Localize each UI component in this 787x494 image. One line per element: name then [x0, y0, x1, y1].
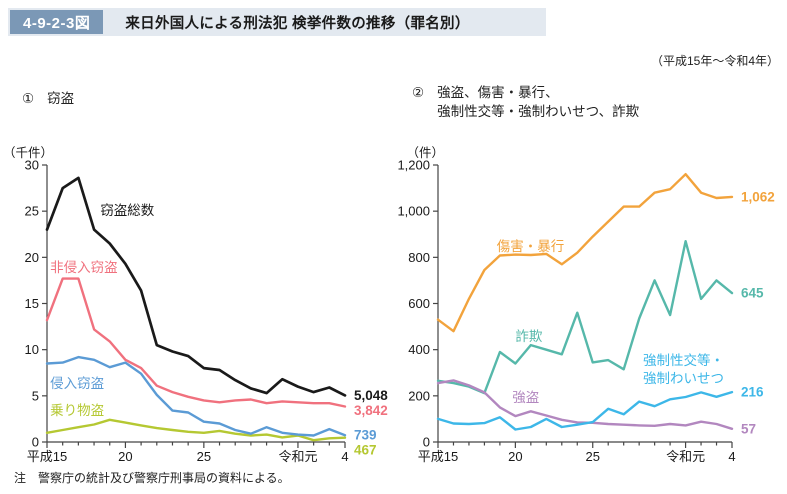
y-tick-label: 15 — [25, 296, 39, 311]
y-tick-label: 800 — [408, 250, 430, 265]
chart2-number: ② — [412, 85, 425, 100]
series-line — [436, 390, 734, 431]
y-tick-label: 10 — [25, 342, 39, 357]
y-tick-label: 1,200 — [397, 158, 430, 173]
theft-line-chart: 0 5 10 15 20 25 30 平成15 20 25 令和元 4 （千件） 乗り物盗 侵入窃盗 非侵入窃… — [8, 146, 388, 464]
series-line — [45, 418, 347, 442]
series-end-label: 467 — [354, 443, 377, 458]
y-tick-label: 600 — [408, 296, 430, 311]
series-end-label: 645 — [741, 286, 764, 301]
period-label: （平成15年～令和4年） — [650, 54, 779, 68]
x-tick-label: 20 — [118, 449, 132, 464]
chart1-title-text: 窃盗 — [47, 91, 75, 106]
y-tick-label: 25 — [25, 204, 39, 219]
series-line — [436, 379, 734, 430]
x-tick-label: 令和元 — [278, 449, 317, 464]
y-tick-label: 5 — [32, 388, 39, 403]
series-annotation: 詐欺 — [515, 329, 543, 344]
y-tick-label: 20 — [25, 250, 39, 265]
series-annotation: 乗り物盗 — [50, 403, 104, 418]
series-end-label: 57 — [741, 421, 756, 436]
y-tick-label: 1,000 — [397, 204, 430, 219]
series-line — [45, 355, 347, 437]
series-annotation: 強制性交等・ — [643, 352, 724, 368]
x-tick-label: 20 — [508, 449, 522, 464]
x-tick-label: 平成15 — [27, 449, 67, 464]
axis-unit-label: （千件） — [8, 146, 53, 160]
x-tick-label: 平成15 — [418, 449, 458, 464]
x-tick-label: 令和元 — [666, 449, 705, 464]
series-line — [45, 277, 347, 408]
series-annotation: 強盗 — [512, 390, 539, 405]
series-annotation: 非侵入窃盗 — [50, 259, 118, 275]
series-line — [45, 176, 347, 397]
x-tick-label: 4 — [728, 449, 735, 464]
offenses-line-chart: 0 200 400 600 800 1,000 1,200 平成15 20 25 令和元 4 （件） 傷害… — [397, 146, 775, 464]
figure-header: 4-9-2-3図 来日外国人による刑法犯 検挙件数の推移（罪名別） — [8, 8, 546, 36]
x-tick-label: 25 — [586, 449, 600, 464]
y-tick-label: 400 — [408, 342, 430, 357]
y-tick-label: 30 — [25, 158, 39, 173]
source-note: 注 警察庁の統計及び警察庁刑事局の資料による。 — [14, 471, 290, 485]
x-tick-label: 25 — [197, 449, 211, 464]
series-end-label: 1,062 — [741, 189, 775, 204]
chart1-title: ① 窃盗 — [22, 89, 74, 108]
y-tick-label: 200 — [408, 388, 430, 403]
series-annotation: 窃盗総数 — [100, 203, 154, 218]
series-end-label: 5,048 — [354, 388, 388, 403]
y-tick-label: 0 — [32, 435, 39, 450]
series-annotation: 強制わいせつ — [643, 371, 724, 386]
series-line — [436, 239, 734, 395]
chart2-title-text: 強盗、傷害・暴行、 強制性交等・強制わいせつ、詐欺 — [437, 85, 640, 119]
series-line — [436, 173, 734, 333]
figure-title: 来日外国人による刑法犯 検挙件数の推移（罪名別） — [125, 15, 470, 32]
figure-number-badge: 4-9-2-3図 — [10, 10, 104, 34]
chart2-title: ② 強盗、傷害・暴行、 強制性交等・強制わいせつ、詐欺 — [412, 83, 639, 121]
y-tick-label: 0 — [423, 435, 430, 450]
series-annotation: 侵入窃盗 — [50, 375, 104, 391]
series-end-label: 739 — [354, 428, 377, 443]
chart1-number: ① — [22, 91, 35, 106]
series-annotation: 傷害・暴行 — [497, 239, 565, 254]
series-end-label: 3,842 — [354, 403, 388, 418]
series-end-label: 216 — [741, 385, 764, 400]
x-tick-label: 4 — [341, 449, 348, 464]
axis-unit-label: （件） — [406, 146, 444, 160]
